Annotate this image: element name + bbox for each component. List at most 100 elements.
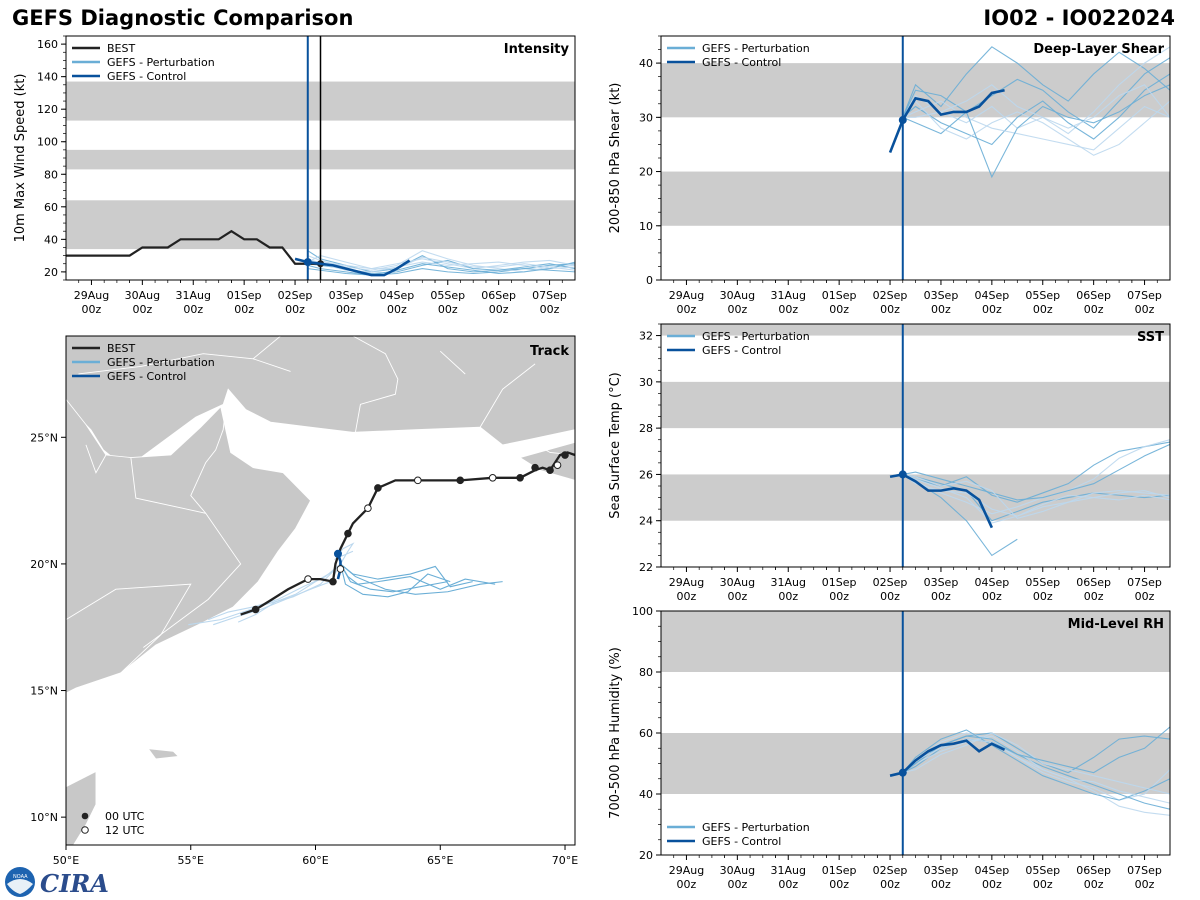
y-tick-label: 160 [37, 38, 58, 51]
x-tick-label: 05Sep [1025, 864, 1060, 877]
legend-label: GEFS - Perturbation [107, 56, 215, 69]
perturbation-line [902, 735, 1170, 816]
perturbation-line [902, 473, 1170, 522]
y-tick-label: 40 [639, 57, 653, 70]
page-title: GEFS Diagnostic Comparison [12, 6, 354, 30]
fix-00z-marker [561, 451, 569, 459]
fix-12z-marker [553, 461, 562, 469]
x-tick-label: 00z [438, 303, 458, 316]
x-tick-label: 00z [829, 590, 849, 603]
y-tick-label: 28 [639, 422, 653, 435]
perturbation-track [339, 563, 451, 598]
x-tick-label: 07Sep [532, 289, 567, 302]
lat-tick-label: 25°N [30, 431, 58, 444]
lon-tick-label: 50°E [53, 854, 79, 867]
x-tick-label: 00z [1084, 878, 1104, 891]
country-border [130, 457, 206, 514]
lon-tick-label: 55°E [178, 854, 204, 867]
x-tick-label: 00z [1135, 878, 1155, 891]
legend-12z-label: 12 UTC [105, 824, 145, 837]
perturbation-line [902, 473, 1170, 524]
y-axis-label: 10m Max Wind Speed (kt) [13, 74, 28, 243]
x-tick-label: 07Sep [1127, 289, 1162, 302]
y-tick-label: 60 [44, 201, 58, 214]
lat-tick-label: 20°N [30, 558, 58, 571]
x-tick-label: 06Sep [1076, 576, 1111, 589]
x-tick-label: 06Sep [481, 289, 516, 302]
y-tick-label: 20 [639, 849, 653, 862]
x-tick-label: 00z [489, 303, 509, 316]
plot-area [661, 36, 1170, 280]
perturbation-track [339, 563, 496, 590]
x-tick-label: 00z [931, 878, 951, 891]
perturbation-line [307, 261, 575, 276]
x-tick-label: 00z [183, 303, 203, 316]
x-tick-label: 00z [880, 590, 900, 603]
x-tick-label: 03Sep [924, 864, 959, 877]
x-tick-label: 31Aug [771, 576, 806, 589]
x-tick-label: 00z [931, 590, 951, 603]
x-tick-label: 31Aug [176, 289, 211, 302]
fix-00z-marker [516, 474, 524, 482]
x-tick-label: 00z [1033, 878, 1053, 891]
perturbation-line [307, 255, 575, 270]
x-tick-label: 00z [778, 878, 798, 891]
land-socotra [147, 748, 180, 760]
x-tick-label: 00z [677, 303, 697, 316]
perturbation-track [340, 563, 503, 595]
control-init-marker [898, 768, 907, 777]
panel-title: Deep-Layer Shear [1033, 42, 1164, 57]
map-frame [65, 335, 576, 846]
x-tick-label: 00z [82, 303, 102, 316]
x-tick-label: 00z [1033, 303, 1053, 316]
perturbation-line [902, 443, 1170, 501]
country-border [352, 336, 399, 433]
control-init-marker [303, 258, 312, 267]
fix-00z-marker [251, 605, 260, 614]
panel-title: Mid-Level RH [1068, 617, 1164, 632]
panel-track: 50°E 55°E 60°E 65°E 70°E 10°N 15°N 20°N 25°N Trac… [30, 335, 578, 867]
x-tick-label: 30Aug [125, 289, 160, 302]
x-tick-label: 00z [982, 878, 1002, 891]
x-tick-label: 31Aug [771, 864, 806, 877]
perturbation-track [339, 563, 448, 593]
x-tick-label: 00z [982, 303, 1002, 316]
x-tick-label: 04Sep [974, 289, 1009, 302]
storm-id: IO02 - IO022024 [983, 6, 1175, 30]
y-tick-label: 100 [632, 605, 653, 618]
y-tick-label: 60 [639, 727, 653, 740]
panel-rh: 2040608010029Aug00z30Aug00z31Aug00z01Sep… [608, 605, 1171, 891]
x-tick-label: 00z [540, 303, 560, 316]
x-tick-label: 06Sep [1076, 864, 1111, 877]
country-border [143, 406, 242, 648]
fix-12z-marker [364, 504, 372, 512]
x-tick-label: 05Sep [1025, 289, 1060, 302]
x-tick-label: 05Sep [430, 289, 465, 302]
x-tick-label: 02Sep [873, 576, 908, 589]
country-border [78, 353, 291, 375]
y-tick-label: 120 [37, 103, 58, 116]
y-tick-label: 30 [639, 376, 653, 389]
legend-label: GEFS - Perturbation [702, 821, 810, 834]
legend-00z-label: 00 UTC [105, 810, 145, 823]
panel-sst: 22242628303229Aug00z30Aug00z31Aug00z01Se… [608, 323, 1171, 603]
x-tick-label: 29Aug [669, 289, 704, 302]
legend-label: GEFS - Perturbation [107, 356, 215, 369]
x-tick-label: 00z [1084, 303, 1104, 316]
y-tick-label: 80 [639, 666, 653, 679]
y-axis-label: Sea Surface Temp (°C) [608, 372, 623, 519]
legend-label: GEFS - Control [702, 56, 781, 69]
x-tick-label: 00z [829, 878, 849, 891]
x-tick-label: 00z [1084, 590, 1104, 603]
fix-00z-marker [546, 466, 554, 475]
fix-12z-marker [304, 575, 312, 583]
country-border [85, 444, 107, 474]
x-tick-label: 00z [1135, 590, 1155, 603]
x-tick-label: 01Sep [822, 576, 857, 589]
control-line [889, 739, 1006, 777]
x-tick-label: 00z [778, 590, 798, 603]
perturbation-line [902, 738, 1170, 804]
perturbation-line [307, 256, 575, 271]
x-tick-label: 30Aug [720, 289, 755, 302]
x-tick-label: 00z [234, 303, 254, 316]
